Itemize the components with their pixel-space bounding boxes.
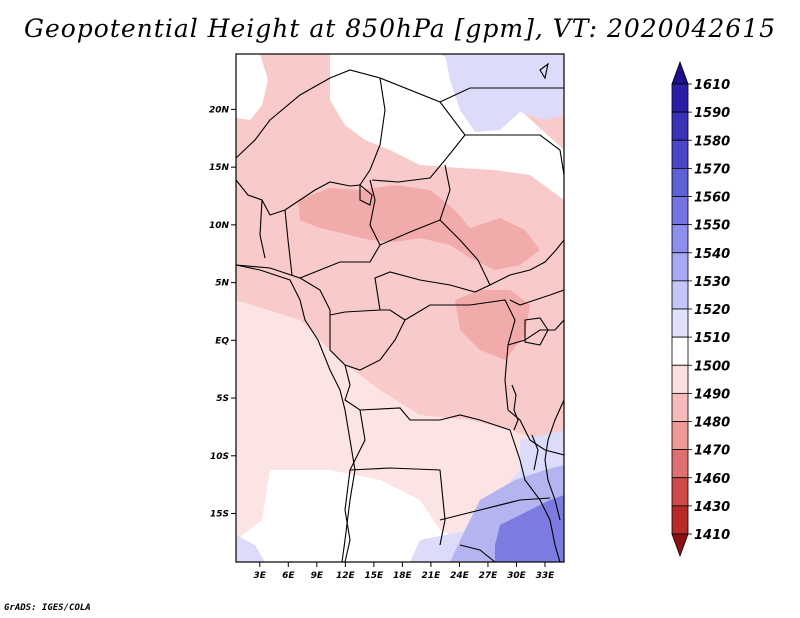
colorbar-label: 1530 — [694, 275, 730, 290]
country-borders — [236, 62, 564, 562]
colorbar-label: 1470 — [694, 444, 730, 459]
border-line — [236, 69, 386, 186]
border-line — [507, 319, 564, 346]
colorbar-label: 1480 — [694, 416, 730, 431]
lake-outline — [511, 384, 519, 431]
coastline — [236, 264, 356, 562]
border-line — [236, 179, 361, 216]
colorbar: 1610 1590 1580 1570 1560 1550 1540 1530 1520 1510… — [671, 60, 730, 558]
colorbar-swatch — [671, 477, 689, 507]
lat-tick-label: 10S — [210, 452, 229, 462]
border-line — [236, 179, 381, 279]
border-line — [439, 497, 551, 521]
lake-outline — [359, 183, 373, 206]
field-region-sahel-rose — [298, 185, 540, 270]
field-region-southeast-darkblue — [495, 495, 564, 562]
colorbar-swatch — [671, 421, 689, 451]
colorbar-swatch — [671, 392, 689, 422]
border-line — [349, 467, 446, 546]
map-frame — [235, 53, 565, 563]
colorbar-label: 1490 — [694, 387, 730, 402]
colorbar-label: 1540 — [694, 247, 730, 262]
lon-tick-label: 15E — [365, 571, 385, 581]
border-line — [299, 277, 406, 371]
grads-credit: GrADS: IGES/COLA — [4, 603, 91, 613]
lat-tick-label: 10N — [209, 221, 230, 231]
island-outline — [539, 62, 549, 80]
colorbar-swatch — [671, 139, 689, 169]
lon-tick-label: 24E — [450, 571, 470, 581]
colorbar-label: 1590 — [694, 106, 730, 121]
height-field — [236, 54, 564, 562]
field-region-basin-rose — [455, 290, 530, 360]
latitude-axis: 20N 15N 10N 5N EQ 5S 10S 15S — [209, 105, 236, 520]
coastline — [544, 399, 564, 521]
longitude-axis: 3E 6E 9E 12E 15E 18E 21E 24E 27E 30E 33E — [254, 562, 556, 581]
colorbar-swatch — [671, 111, 689, 141]
colorbar-swatch — [671, 364, 689, 394]
colorbar-swatch — [671, 308, 689, 338]
border-line — [259, 199, 266, 259]
border-line — [489, 239, 564, 286]
lat-tick-label: 5N — [215, 279, 229, 289]
colorbar-label: 1510 — [694, 331, 730, 346]
colorbar-top-arrow — [671, 60, 689, 85]
colorbar-swatch — [671, 449, 689, 479]
colorbar-swatch — [671, 280, 689, 310]
colorbar-label: 1500 — [694, 359, 730, 374]
lat-tick-label: 20N — [209, 105, 230, 115]
colorbar-label: 1560 — [694, 191, 730, 206]
border-line — [344, 364, 511, 431]
border-line — [284, 209, 293, 276]
lon-tick-label: 27E — [479, 571, 499, 581]
border-line — [374, 219, 491, 311]
colorbar-label: 1580 — [694, 134, 730, 149]
lat-tick-label: 15N — [209, 163, 230, 173]
lon-tick-label: 33E — [536, 571, 556, 581]
lat-tick-label: 5S — [216, 394, 229, 404]
colorbar-swatch — [671, 224, 689, 254]
colorbar-label: 1570 — [694, 162, 730, 177]
lon-tick-label: 6E — [282, 571, 295, 581]
colorbar-swatch — [671, 83, 689, 113]
colorbar-swatch — [671, 505, 689, 535]
border-line — [509, 289, 564, 306]
field-region-southwest-lightblue — [236, 535, 265, 562]
field-region-north-white — [330, 54, 564, 200]
colorbar-label: 1520 — [694, 303, 730, 318]
lon-tick-label: 9E — [311, 571, 324, 581]
border-line — [507, 409, 564, 456]
colorbar-swatch — [671, 167, 689, 197]
field-region-northeast-blue — [445, 54, 564, 132]
border-line — [439, 87, 564, 103]
colorbar-label: 1550 — [694, 219, 730, 234]
colorbar-label: 1460 — [694, 472, 730, 487]
lon-tick-label: 3E — [254, 571, 267, 581]
lon-tick-label: 21E — [422, 571, 442, 581]
lon-tick-label: 18E — [393, 571, 413, 581]
chart-title: Geopotential Height at 850hPa [gpm], VT:… — [23, 14, 777, 43]
border-line — [344, 409, 366, 562]
field-region-northwest-white — [236, 54, 268, 120]
lake-outline — [531, 434, 539, 471]
colorbar-swatch — [671, 336, 689, 366]
colorbar-label: 1410 — [694, 528, 730, 543]
colorbar-swatch — [671, 196, 689, 226]
border-line — [459, 544, 496, 562]
colorbar-bottom-arrow — [671, 533, 689, 558]
border-line — [404, 299, 516, 411]
lat-tick-label: 15S — [210, 510, 229, 520]
lon-tick-label: 30E — [507, 571, 527, 581]
colorbar-label: 1430 — [694, 500, 730, 515]
border-line — [465, 134, 564, 176]
lake-outline — [524, 317, 549, 346]
border-line — [509, 429, 561, 562]
lon-tick-label: 12E — [336, 571, 356, 581]
colorbar-label: 1610 — [694, 78, 730, 93]
lat-tick-label: EQ — [215, 336, 229, 346]
border-line — [439, 164, 451, 221]
colorbar-swatch — [671, 252, 689, 282]
field-region-south-white — [236, 470, 470, 562]
